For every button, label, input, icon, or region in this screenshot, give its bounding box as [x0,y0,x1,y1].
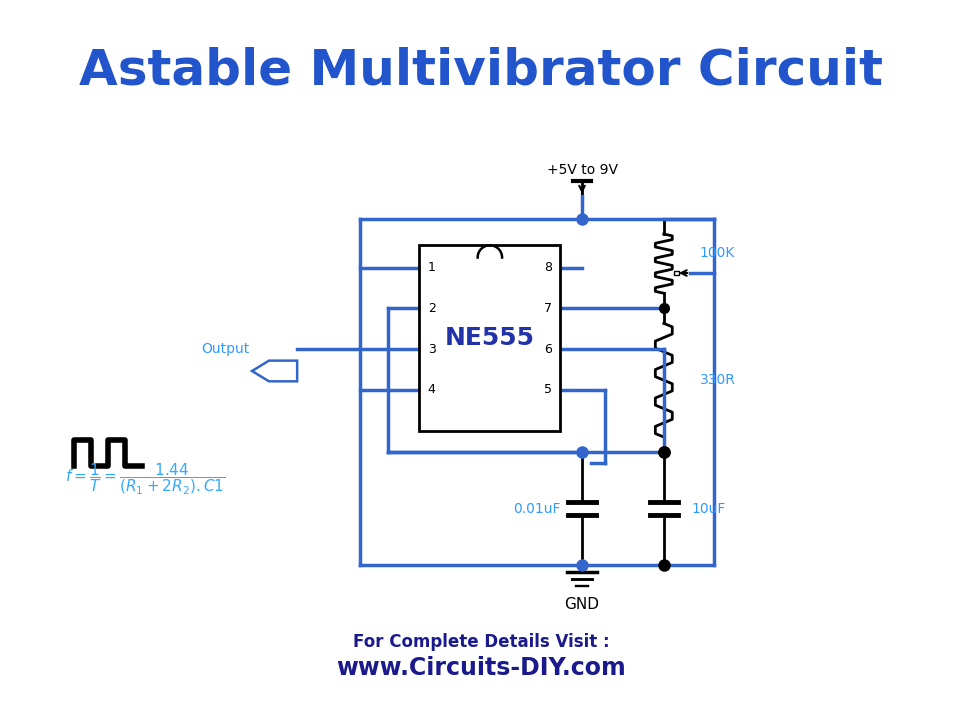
Text: 0.01uF: 0.01uF [513,502,560,516]
Text: Output: Output [201,342,249,356]
Text: 8: 8 [544,261,552,274]
Text: www.Circuits-DIY.com: www.Circuits-DIY.com [336,657,626,680]
Text: For Complete Details Visit :: For Complete Details Visit : [353,633,610,651]
Text: 7: 7 [544,302,552,315]
Bar [674,271,679,275]
Text: 1: 1 [428,261,435,274]
Text: 3: 3 [428,343,435,356]
Text: 6: 6 [544,343,552,356]
Text: 330R: 330R [699,373,736,387]
Text: 4: 4 [428,383,435,396]
Polygon shape [252,361,298,382]
Text: 5: 5 [544,383,552,396]
Text: +5V to 9V: +5V to 9V [547,163,617,177]
Text: GND: GND [564,597,600,612]
Text: $f = \dfrac{1}{T} = \dfrac{1.44}{(R_1+2R_2).C1}$: $f = \dfrac{1}{T} = \dfrac{1.44}{(R_1+2R… [65,462,225,497]
Text: 10uF: 10uF [691,502,726,516]
Text: 2: 2 [428,302,435,315]
Bar [419,246,560,431]
Text: 100K: 100K [699,246,735,260]
Text: NE555: NE555 [445,326,534,350]
Text: Astable Multivibrator Circuit: Astable Multivibrator Circuit [79,47,883,94]
